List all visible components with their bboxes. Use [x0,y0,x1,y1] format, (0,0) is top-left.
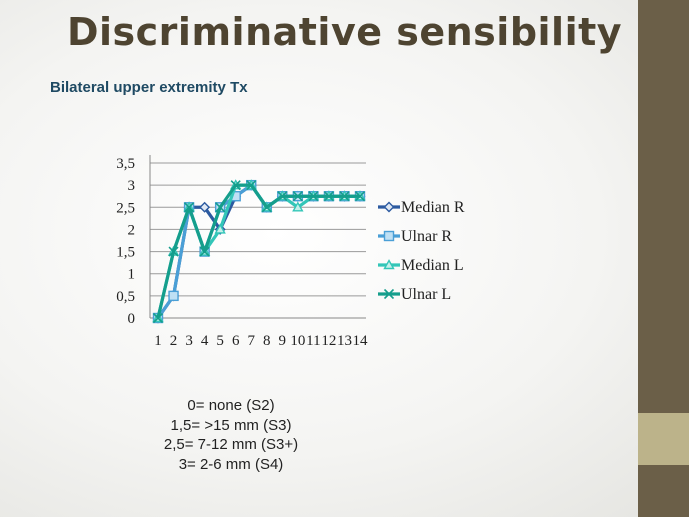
legend-label: Ulnar R [401,228,452,245]
legend-label: Median R [401,199,465,216]
chart-legend: Median R Ulnar R Median L Ulnar L [378,199,465,303]
scale-note: 2,5= 7-12 mm (S3+) [163,436,299,453]
x-marker-stroke [308,191,319,202]
x-marker-stroke [292,191,303,202]
chart-axes: 00,511,522,533,51 2 3 4 5 6 7 8 9 10 11 12 13 14 [116,155,368,349]
x-tick-label: 12 [321,333,336,349]
x-tick-label: 9 [279,333,287,349]
triangle-marker [214,223,226,234]
x-tick-label: 1 [154,333,162,349]
x-tick-label: 5 [216,333,224,349]
diamond-marker [199,201,211,213]
square-marker [383,230,395,242]
x-marker-stroke [168,246,179,257]
sidebar-band-top [638,0,689,413]
x-marker-stroke [277,191,288,202]
x-marker-stroke [383,288,395,300]
x-tick-label: 6 [232,333,240,349]
scale-note: 1,5= >15 mm (S3) [170,416,292,434]
x-tick-label: 7 [247,333,255,349]
y-tick-label: 2,5 [116,200,135,216]
x-tick-label: 10 [290,333,305,349]
y-tick-label: 0,5 [116,289,135,305]
chart-gridlines [150,162,366,297]
x-marker-stroke [354,191,366,202]
x-marker-stroke [230,180,241,191]
slide-subtitle: Bilateral upper extremity Tx [50,79,248,96]
y-tick-label: 1 [128,267,136,283]
x-tick-label: 11 [306,333,320,349]
y-tick-label: 3 [128,178,136,194]
square-marker [168,290,179,302]
scale-note: 3= 2-6 mm (S4) [178,455,284,473]
scale-note: 0= none (S2) [187,397,275,414]
x-marker-stroke [339,191,350,202]
x-marker-stroke [215,202,226,213]
x-marker-stroke [261,202,272,213]
x-marker-stroke [246,180,257,191]
sidebar-band-bottom [638,465,689,517]
x-tick-label: 13 [337,333,352,349]
x-tick-label: 4 [201,333,209,349]
triangle-marker [292,201,304,212]
slide-title: Discriminative sensibility [66,10,623,54]
x-marker-stroke [323,191,334,202]
x-marker-stroke [152,312,164,324]
x-marker-stroke [199,246,210,257]
x-tick-label: 2 [170,333,178,349]
chart-series [152,179,366,324]
x-marker-stroke [184,202,195,213]
x-tick-label: 14 [353,333,369,349]
y-tick-label: 3,5 [116,156,135,172]
y-tick-label: 0 [128,311,136,327]
scale-notes: 0= none (S2) 1,5= >15 mm (S3) 2,5= 7-12 … [136,396,326,474]
sidebar-band-accent [638,413,689,465]
y-tick-label: 1,5 [116,245,135,261]
series-line [156,183,360,319]
legend-label: Ulnar L [401,286,451,303]
legend-label: Median L [401,257,464,274]
triangle-marker [383,259,395,270]
y-tick-label: 2 [128,222,136,238]
x-tick-label: 8 [263,333,271,349]
diamond-marker [383,201,395,213]
x-tick-label: 3 [185,333,193,349]
